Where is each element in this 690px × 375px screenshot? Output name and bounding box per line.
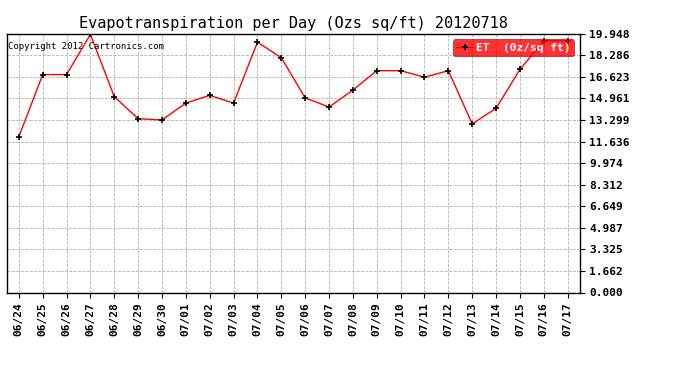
Title: Evapotranspiration per Day (Ozs sq/ft) 20120718: Evapotranspiration per Day (Ozs sq/ft) 2… <box>79 16 508 31</box>
Text: Copyright 2012 Cartronics.com: Copyright 2012 Cartronics.com <box>8 42 164 51</box>
Legend: ET  (0z/sq ft): ET (0z/sq ft) <box>453 39 574 56</box>
